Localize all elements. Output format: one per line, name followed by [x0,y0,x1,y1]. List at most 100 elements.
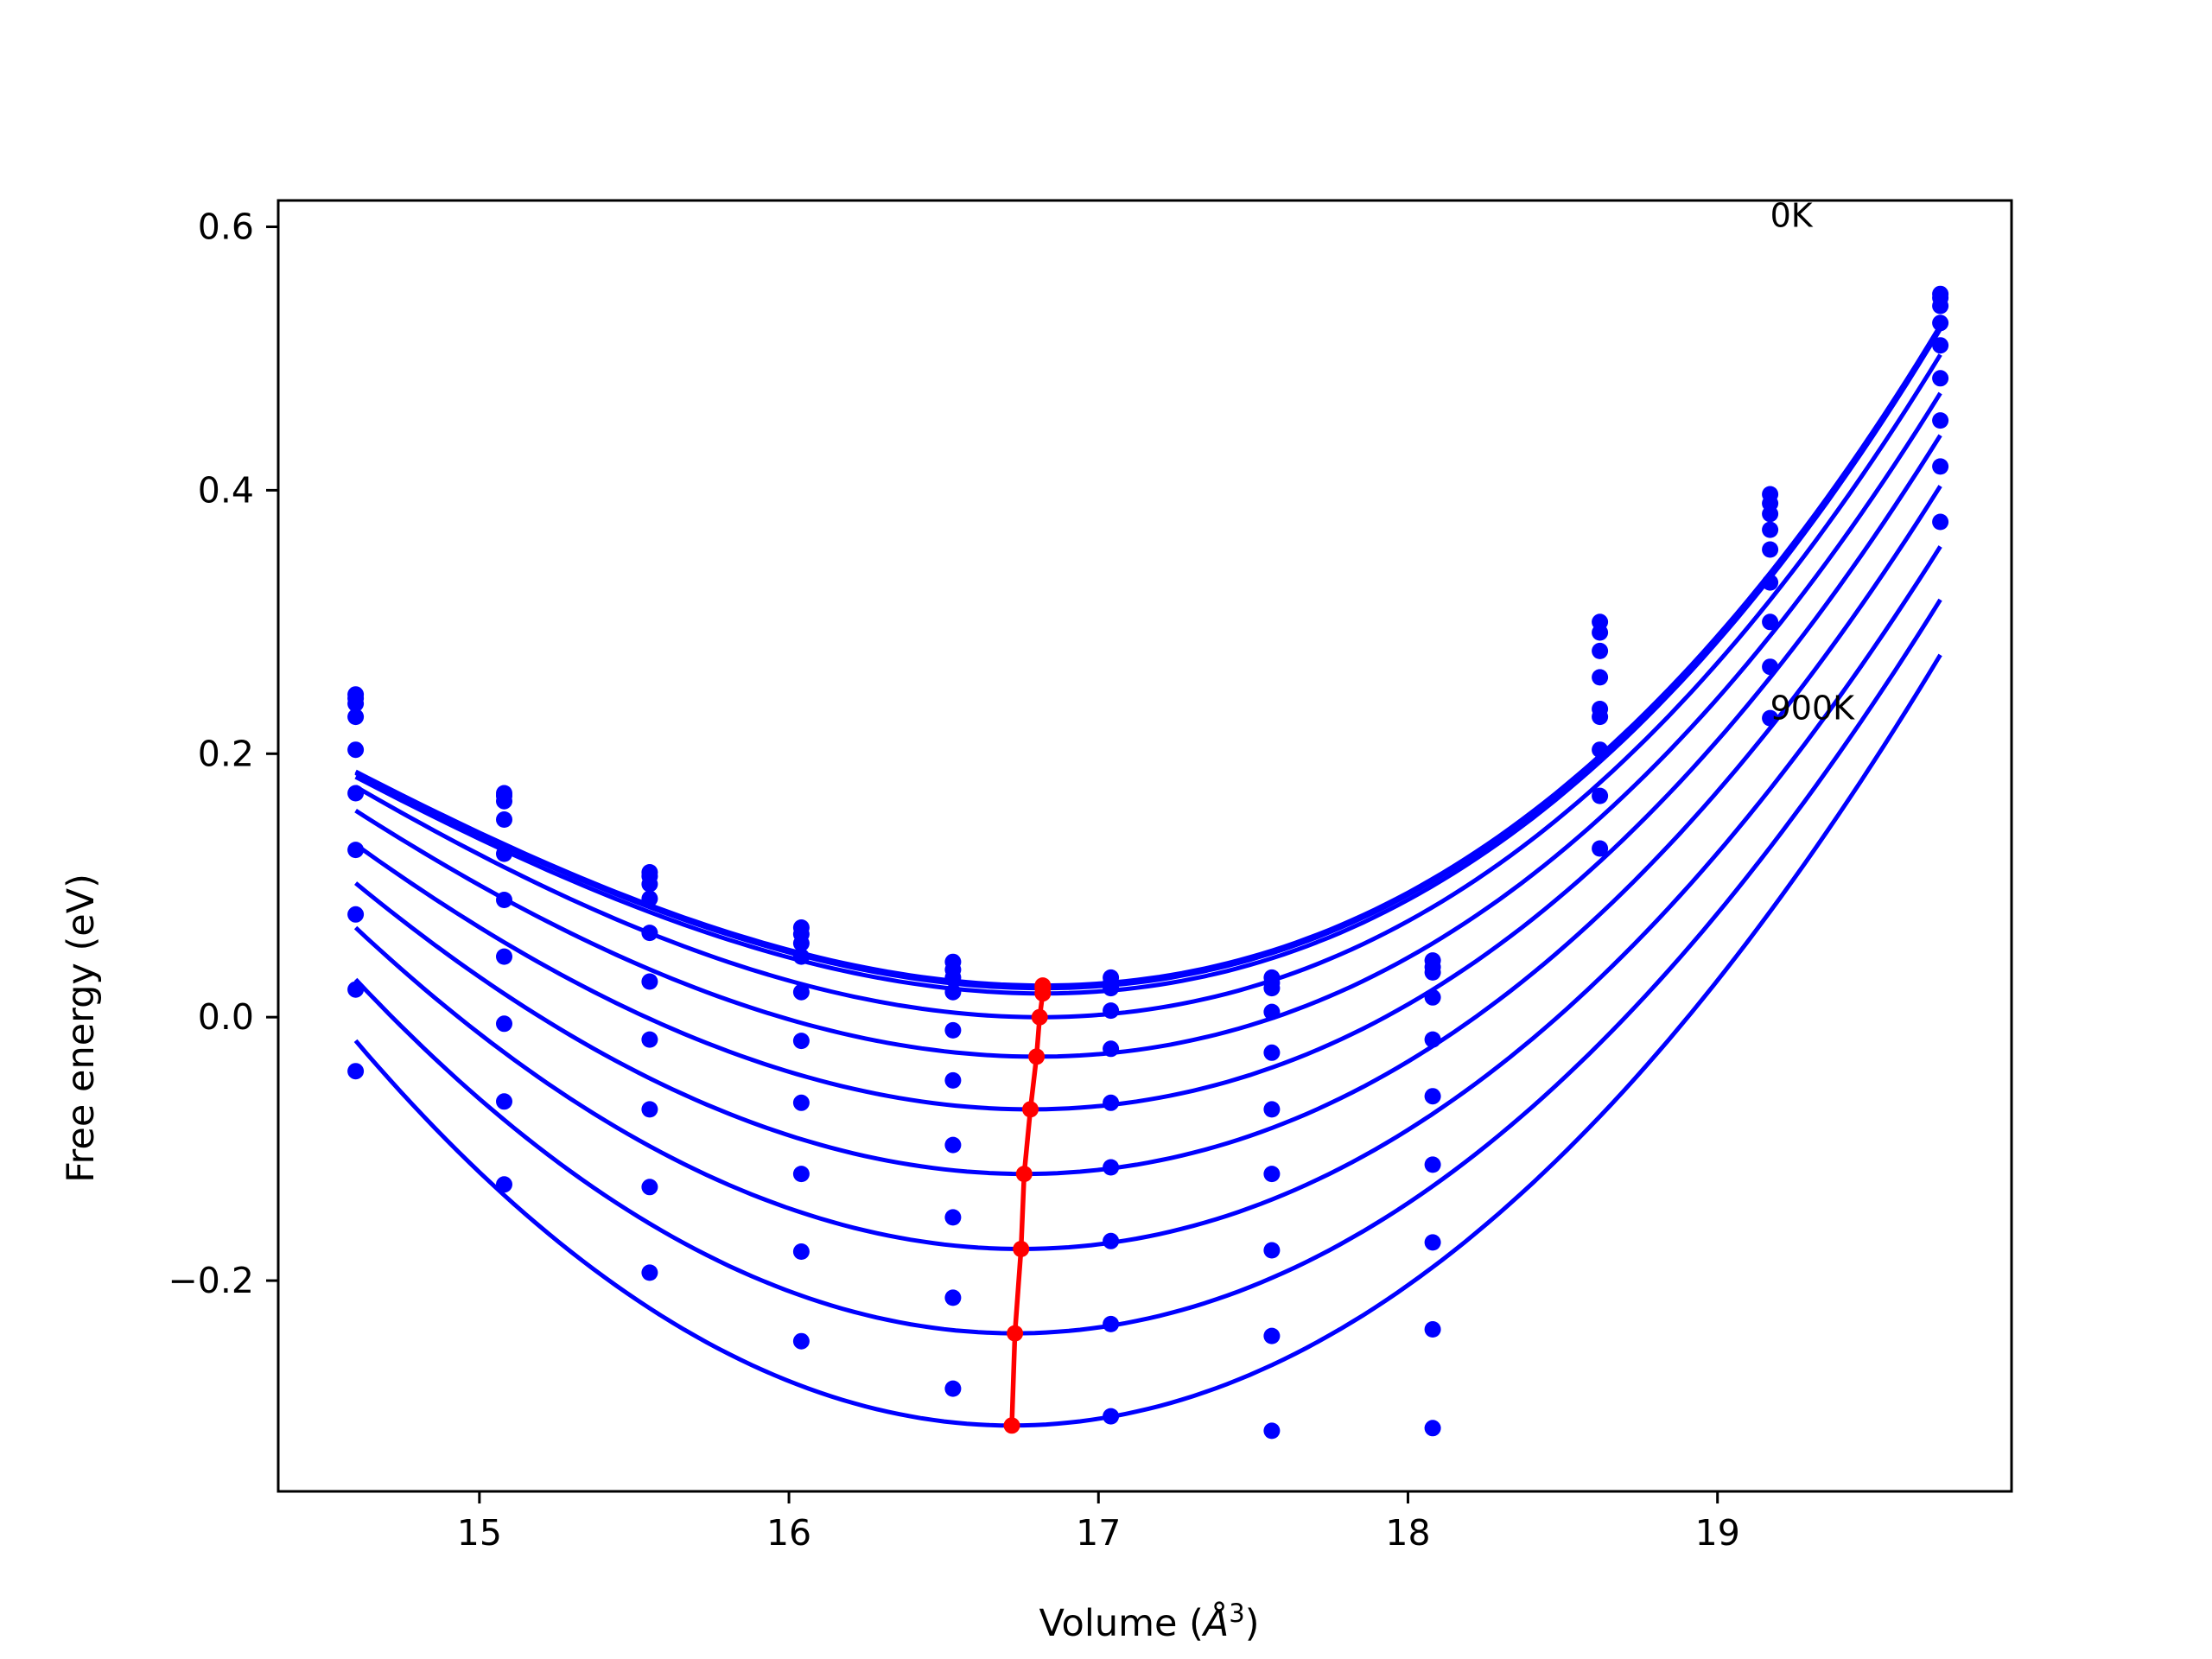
data-point [1263,1166,1281,1183]
data-point [1592,642,1609,659]
data-point [1592,709,1609,726]
plot-frame [276,199,2013,1493]
data-point [1762,709,1779,727]
data-point [1103,1040,1120,1058]
data-point [1592,787,1609,804]
data-point [944,1209,962,1226]
data-point [641,973,658,990]
data-point [792,935,810,952]
equilibrium-point [1028,1048,1046,1065]
data-point [1424,988,1441,1006]
data-point [1932,412,1949,429]
x-axis-label: Volume (Å3) [1039,1599,1259,1645]
fit-curve-9 [353,653,1942,1428]
data-point [1263,1003,1281,1020]
data-point [1103,1232,1120,1249]
data-point [1592,624,1609,641]
data-point [944,1071,962,1089]
x-tick-label: 18 [1385,1512,1430,1554]
equilibrium-point [1022,1101,1039,1118]
x-axis-ticks: 15 16 17 18 19 [457,1491,1740,1554]
data-point [944,1380,962,1397]
data-point [792,1033,810,1050]
data-point [641,1264,658,1281]
equilibrium-point [1015,1166,1033,1183]
data-point [792,983,810,1001]
equilibrium-point [1013,1241,1030,1257]
data-point [347,709,365,726]
data-point [1932,297,1949,315]
fit-curve-6 [354,485,1942,1177]
data-point [1592,741,1609,759]
data-point [496,948,512,965]
data-point [1424,1420,1441,1437]
data-point [1932,513,1949,531]
data-point [944,1021,962,1039]
data-point [347,906,365,923]
data-point [1424,1031,1441,1048]
y-tick-label: −0.2 [168,1260,254,1301]
data-point [347,842,365,859]
y-tick-label: 0.0 [198,996,254,1038]
data-point [1762,574,1779,591]
data-point [792,1094,810,1111]
annotation-0: 0K [1770,197,1814,235]
data-point [1762,521,1779,538]
data-point [496,1093,512,1110]
fit-curve-1 [354,324,1942,991]
fit-curve-5 [354,434,1942,1112]
equilibrium-point [1003,1417,1020,1434]
data-point [496,792,512,810]
data-point [496,892,512,908]
data-point [1932,370,1949,387]
data-point [496,845,512,862]
y-tick-label: 0.6 [198,206,254,247]
data-point [1592,669,1609,686]
data-point [1263,1044,1281,1061]
data-point [496,811,512,828]
data-point [1263,1242,1281,1259]
data-point [1103,1094,1120,1111]
data-point [1424,1088,1441,1105]
data-point [1762,505,1779,523]
data-point [1263,1101,1281,1118]
equilibrium-point [1031,1008,1048,1026]
equilibrium-point [1007,1325,1024,1342]
data-point [1424,1321,1441,1338]
data-point [1424,1234,1441,1251]
data-point [1263,980,1281,997]
data-point [496,1176,512,1193]
data-point [944,1289,962,1306]
data-point [1424,1156,1441,1173]
data-point [1103,1408,1120,1425]
fit-curve-4 [354,391,1942,1059]
data-point [641,1179,658,1196]
data-point [641,875,658,893]
data-point [496,1015,512,1033]
x-tick-label: 16 [766,1512,811,1554]
data-points [347,285,1949,1440]
data-point [1762,658,1779,676]
data-point [1103,1315,1120,1332]
data-point [1762,541,1779,558]
fit-curve-2 [354,327,1942,996]
x-tick-label: 15 [457,1512,502,1554]
data-point [641,890,658,907]
y-axis-ticks: −0.2 0.0 0.2 0.4 0.6 [168,206,278,1301]
data-point [1932,458,1949,475]
data-point [1762,613,1779,631]
data-point [641,1101,658,1118]
data-point [1263,1422,1281,1440]
x-tick-label: 19 [1695,1512,1740,1554]
data-point [347,981,365,998]
data-point [347,741,365,759]
data-point [792,1332,810,1350]
data-point [1592,840,1609,857]
data-point [944,983,962,1001]
fit-curve-8 [353,598,1942,1336]
data-point [1103,980,1120,997]
data-point [347,1063,365,1080]
data-point [1424,963,1441,981]
equilibrium-line [1003,977,1052,1434]
